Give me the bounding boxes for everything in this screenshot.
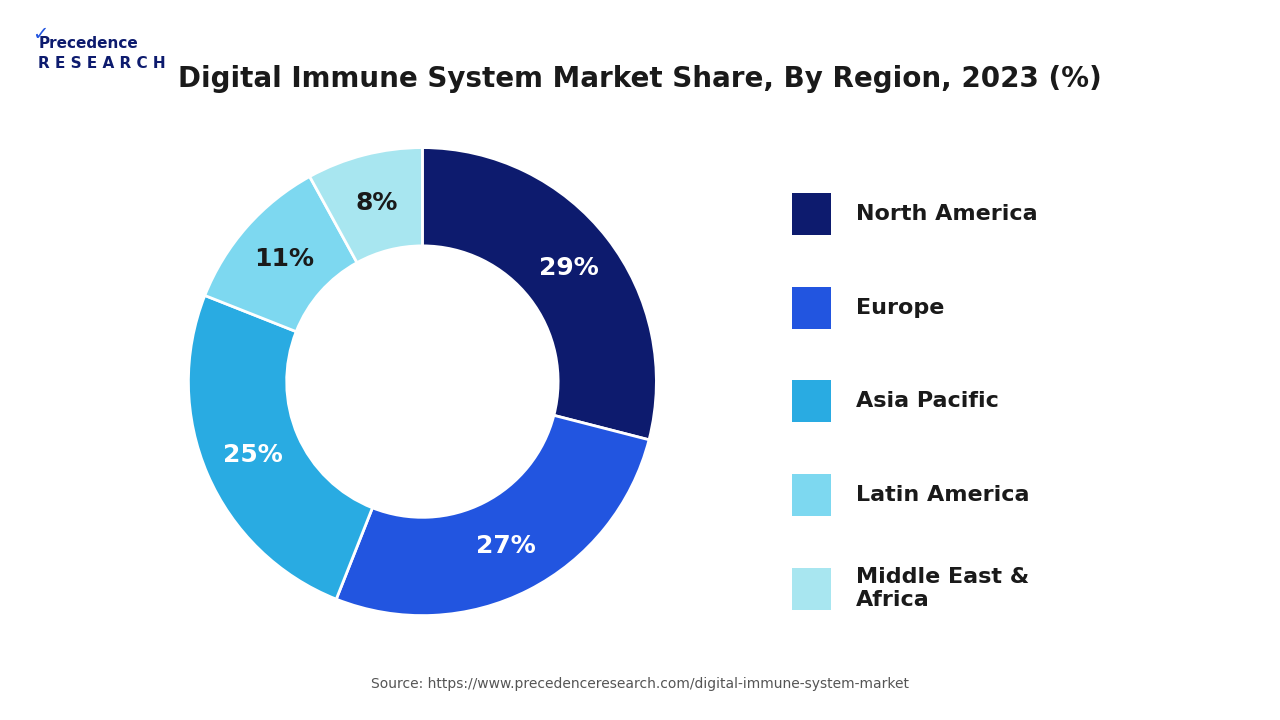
Text: Latin America: Latin America	[855, 485, 1029, 505]
Wedge shape	[422, 148, 657, 440]
Text: North America: North America	[855, 204, 1037, 224]
Wedge shape	[337, 415, 649, 616]
Text: 25%: 25%	[223, 443, 283, 467]
FancyBboxPatch shape	[792, 193, 831, 235]
Text: 11%: 11%	[253, 248, 314, 271]
Text: Precedence
R E S E A R C H: Precedence R E S E A R C H	[38, 36, 166, 71]
Text: ✓: ✓	[32, 25, 49, 44]
Text: Asia Pacific: Asia Pacific	[855, 392, 998, 411]
Text: 29%: 29%	[539, 256, 598, 280]
Wedge shape	[310, 148, 422, 263]
FancyBboxPatch shape	[792, 567, 831, 610]
FancyBboxPatch shape	[792, 474, 831, 516]
Text: Europe: Europe	[855, 298, 943, 318]
Text: Source: https://www.precedenceresearch.com/digital-immune-system-market: Source: https://www.precedenceresearch.c…	[371, 678, 909, 691]
Text: 8%: 8%	[356, 191, 398, 215]
Text: Digital Immune System Market Share, By Region, 2023 (%): Digital Immune System Market Share, By R…	[178, 65, 1102, 93]
FancyBboxPatch shape	[792, 380, 831, 423]
Text: Middle East &
Africa: Middle East & Africa	[855, 567, 1029, 610]
Text: 27%: 27%	[476, 534, 536, 558]
FancyBboxPatch shape	[792, 287, 831, 329]
Wedge shape	[188, 295, 372, 599]
Wedge shape	[205, 176, 357, 332]
